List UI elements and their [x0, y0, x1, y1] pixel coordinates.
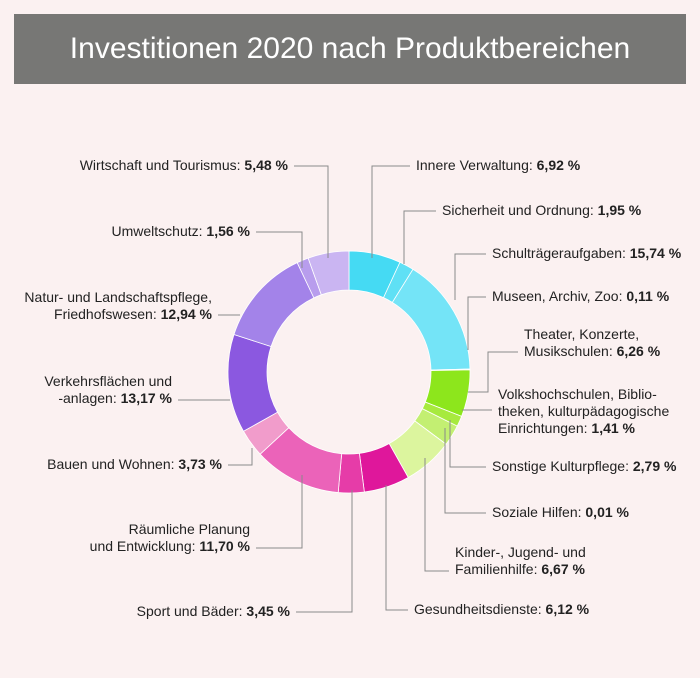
leader-line [296, 490, 353, 613]
slice-label: Verkehrsflächen und -anlagen: 13,17 % [44, 373, 172, 407]
value-label: 12,94 % [160, 306, 212, 322]
category-name: Gesundheitsdienste: [414, 601, 542, 617]
category-name: Volkshochschulen, Biblio- theken, kultur… [498, 386, 670, 436]
category-name: Sicherheit und Ordnung: [442, 202, 594, 218]
slice-label: Sport und Bäder: 3,45 % [137, 603, 290, 620]
leader-line [385, 485, 408, 611]
value-label: 1,95 % [597, 202, 642, 218]
slice-label: Sonstige Kulturpflege: 2,79 % [492, 458, 676, 475]
slice-label: Umweltschutz: 1,56 % [111, 223, 250, 240]
leader-line [256, 475, 303, 549]
category-name: Räumliche Planung und Entwicklung: [89, 521, 250, 554]
category-name: Sport und Bäder: [136, 603, 243, 619]
donut-slice [307, 250, 350, 296]
slice-label: Kinder-, Jugend- und Familienhilfe: 6,67… [455, 544, 586, 578]
category-name: Museen, Archiv, Zoo: [492, 288, 623, 304]
slice-label: Natur- und Landschaftspflege, Friedhofsw… [24, 289, 212, 323]
category-name: Verkehrsflächen und -anlagen: [44, 373, 172, 406]
value-label: 13,17 % [120, 390, 172, 406]
donut-slice [337, 452, 365, 494]
slice-label: Sicherheit und Ordnung: 1,95 % [442, 202, 641, 219]
leader-line [424, 458, 449, 572]
slice-label: Innere Verwaltung: 6,92 % [416, 157, 580, 174]
category-name: Innere Verwaltung: [416, 157, 533, 173]
category-name: Kinder-, Jugend- und Familienhilfe: [455, 544, 586, 577]
slice-label: Schulträgeraufgaben: 15,74 % [492, 245, 681, 262]
value-label: 15,74 % [629, 245, 682, 261]
category-name: Theater, Konzerte, Musikschulen: [524, 326, 640, 359]
leader-line [371, 165, 410, 258]
value-label: 6,26 % [616, 343, 661, 359]
category-name: Wirtschaft und Tourismus: [79, 157, 241, 173]
value-label: 3,45 % [246, 603, 290, 619]
slice-label: Räumliche Planung und Entwicklung: 11,70… [90, 521, 250, 555]
title-bar [14, 14, 686, 84]
leader-line [294, 165, 329, 258]
slice-label: Wirtschaft und Tourismus: 5,48 % [80, 157, 288, 174]
value-label: 2,79 % [632, 458, 677, 474]
chart-title: Investitionen 2020 nach Produktbereichen [70, 32, 630, 65]
value-label: 0,01 % [585, 504, 629, 520]
category-name: Schulträgeraufgaben: [492, 245, 626, 261]
value-label: 0,11 % [626, 288, 670, 304]
value-label: 1,56 % [206, 223, 250, 239]
category-name: Bauen und Wohnen: [47, 456, 175, 472]
value-label: 6,67 % [541, 561, 585, 577]
category-name: Umweltschutz: [111, 223, 203, 239]
category-name: Sonstige Kulturpflege: [492, 458, 629, 474]
slice-label: Gesundheitsdienste: 6,12 % [414, 601, 589, 618]
value-label: 6,92 % [536, 157, 581, 173]
slice-label: Bauen und Wohnen: 3,73 % [47, 456, 222, 473]
value-label: 3,73 % [178, 456, 222, 472]
slice-label: Soziale Hilfen: 0,01 % [492, 504, 629, 521]
slice-label: Theater, Konzerte, Musikschulen: 6,26 % [524, 326, 660, 360]
value-label: 5,48 % [244, 157, 288, 173]
leader-line [256, 231, 303, 268]
leader-line [467, 296, 486, 350]
leader-line [228, 448, 253, 466]
value-label: 11,70 % [199, 538, 250, 554]
donut-slice [227, 333, 279, 432]
donut-slice [391, 268, 471, 371]
leader-line [444, 428, 486, 514]
value-label: 6,12 % [545, 601, 590, 617]
leader-line [403, 210, 436, 264]
slice-label: Volkshochschulen, Biblio- theken, kultur… [498, 386, 669, 437]
value-label: 1,41 % [591, 420, 635, 436]
category-name: Soziale Hilfen: [492, 504, 582, 520]
leader-line [468, 351, 518, 393]
leader-line [449, 420, 486, 468]
slice-label: Museen, Archiv, Zoo: 0,11 % [492, 288, 669, 305]
category-name: Natur- und Landschaftspflege, Friedhofsw… [24, 289, 212, 322]
leader-line [454, 253, 486, 300]
donut-slice [233, 262, 315, 348]
